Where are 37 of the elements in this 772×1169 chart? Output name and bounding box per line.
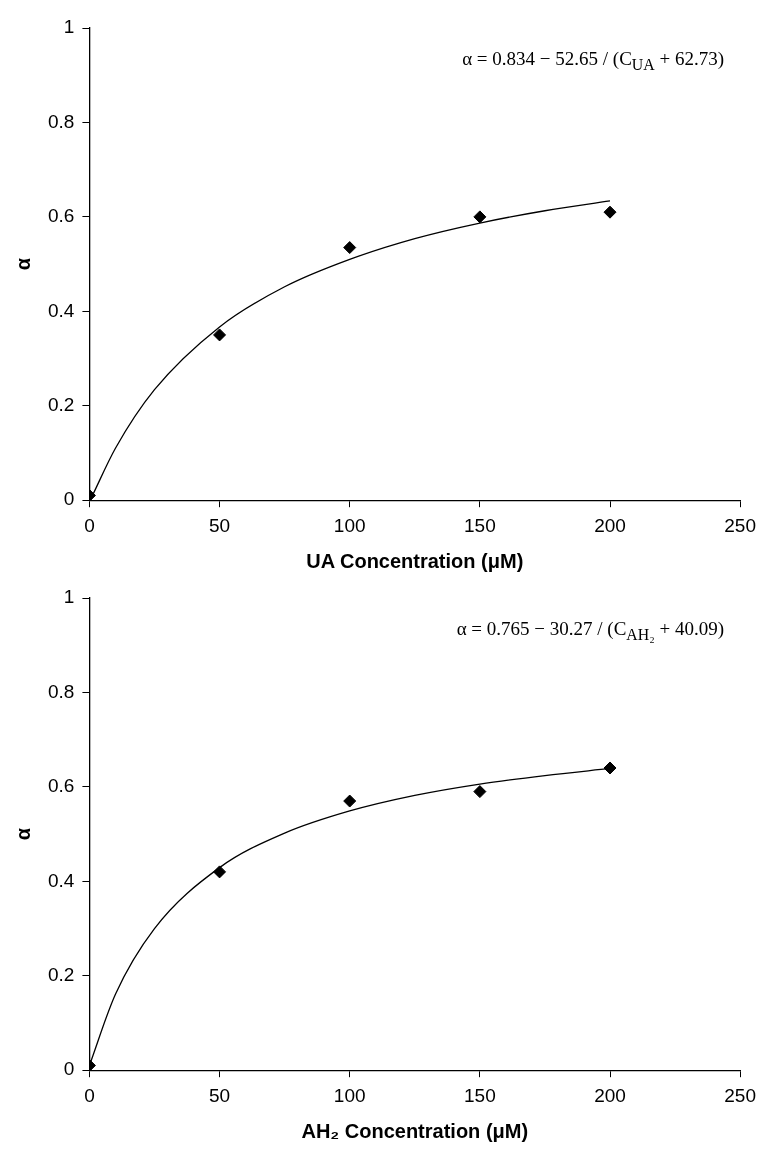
x-tick-label: 150	[464, 514, 496, 536]
x-tick-label: 100	[333, 514, 366, 536]
y-tick-label: 0	[63, 488, 75, 510]
x-axis-title: AH₂ Concentration (μM)	[301, 1119, 529, 1142]
y-tick-label: 0.8	[47, 110, 75, 132]
point	[473, 785, 487, 799]
y-axis-title: α	[11, 827, 34, 841]
y-tick-label: 0.6	[47, 775, 75, 797]
y-tick-label: 0.4	[47, 299, 75, 321]
y-tick-label: 0.2	[47, 963, 75, 985]
x-tick-label: 250	[724, 1084, 756, 1106]
y-tick-label: 1	[63, 16, 75, 38]
point	[343, 794, 357, 808]
x-tick-label: 0	[84, 1084, 95, 1106]
y-tick-label: 0.6	[47, 205, 75, 227]
x-tick-label: 50	[208, 1084, 231, 1106]
point	[343, 241, 357, 255]
x-tick-label: 200	[594, 514, 626, 536]
x-tick-label: 50	[208, 514, 231, 536]
point	[603, 205, 617, 219]
annotation: α = 0.834 − 52.65 / (C$_{UA}$ + 62.73)	[462, 48, 724, 74]
y-tick-label: 1	[63, 586, 75, 608]
y-tick-label: 0.2	[47, 393, 75, 415]
y-tick-label: 0	[63, 1058, 75, 1080]
y-tick-label: 0.8	[47, 680, 75, 702]
y-tick-label: 0.4	[47, 869, 75, 891]
point	[473, 210, 487, 224]
x-tick-label: 250	[724, 514, 756, 536]
x-axis-title: UA Concentration (μM)	[306, 549, 524, 572]
x-tick-label: 150	[464, 1084, 496, 1106]
point	[213, 328, 227, 342]
x-tick-label: 200	[594, 1084, 626, 1106]
x-tick-label: 100	[333, 1084, 366, 1106]
y-axis-title: α	[11, 257, 34, 271]
point	[213, 865, 227, 879]
annotation: α = 0.765 − 30.27 / (C$_{AH₂}$ + 40.09)	[456, 618, 724, 644]
x-tick-label: 0	[84, 514, 95, 536]
